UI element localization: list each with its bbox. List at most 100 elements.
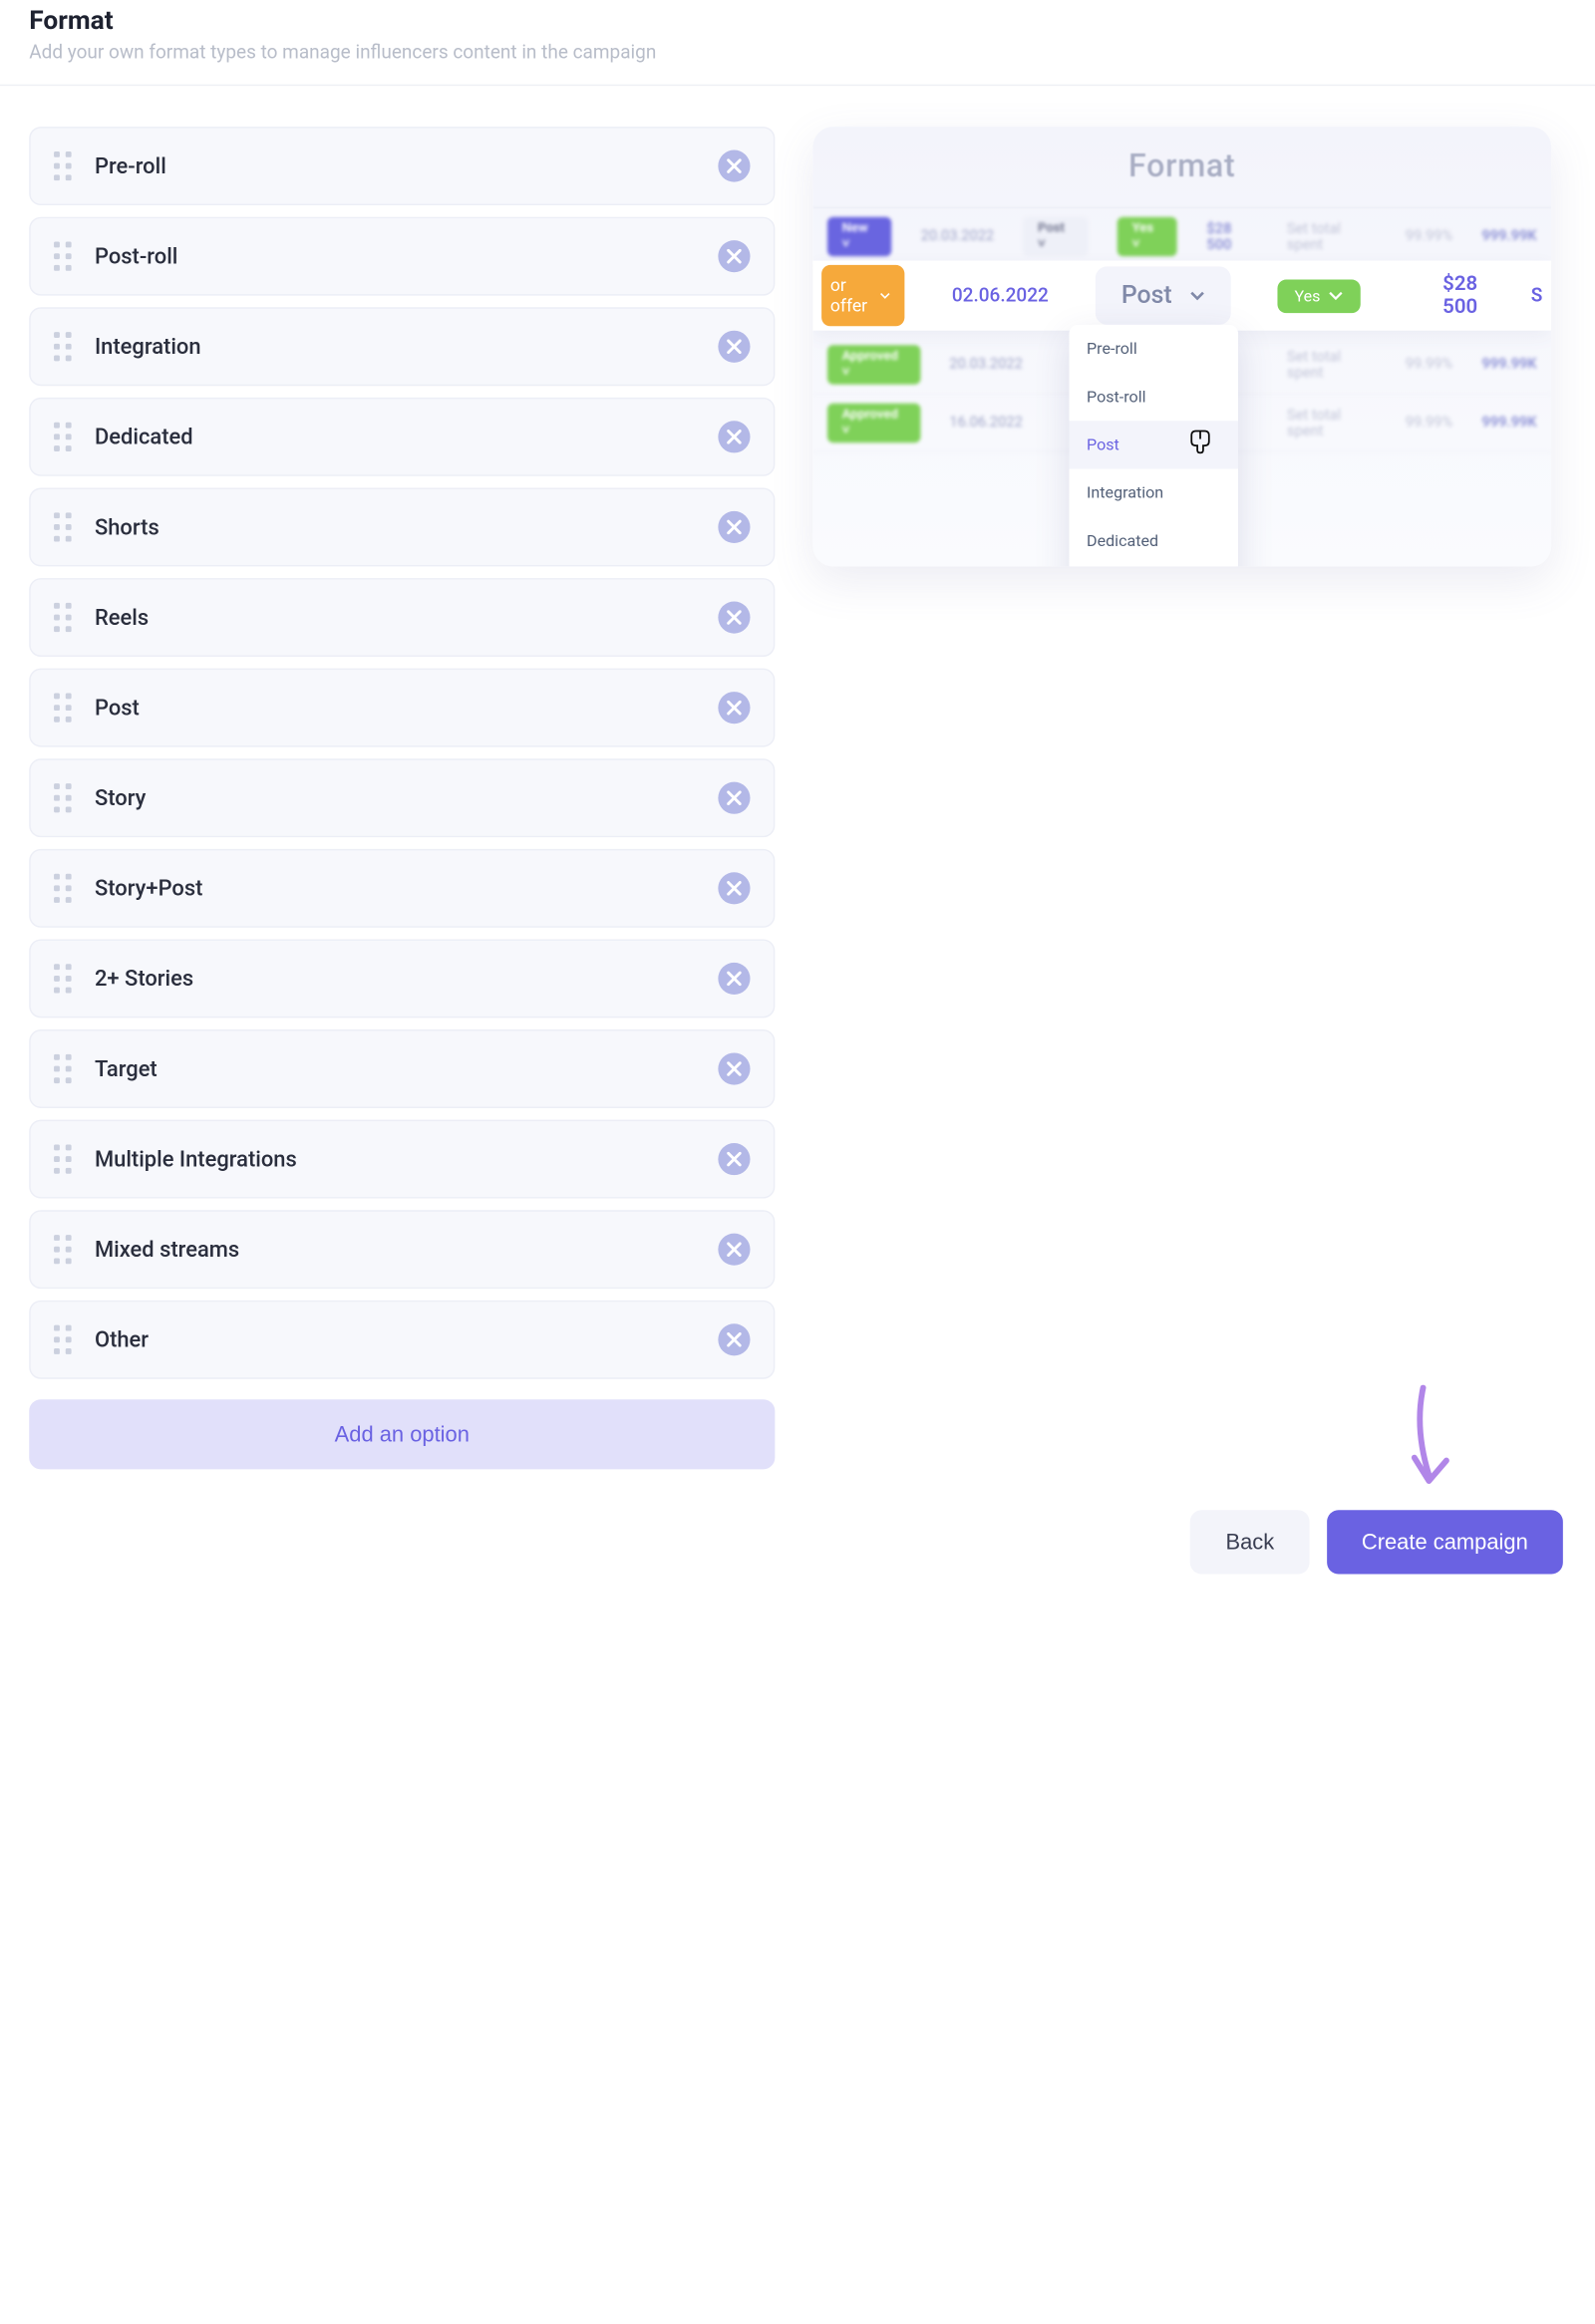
drag-handle-icon[interactable] [54, 694, 74, 723]
add-option-button[interactable]: Add an option [29, 1399, 775, 1469]
row-date: 16.06.2022 [949, 415, 1022, 431]
format-list: Pre-roll Post-roll Integration Dedicated Sho… [29, 127, 775, 1469]
dropdown-option[interactable]: Post [1070, 421, 1238, 468]
format-item-label: Post-roll [95, 243, 718, 269]
row-val: 999.99K [1481, 415, 1536, 431]
footer-actions: Back Create campaign [1190, 1510, 1562, 1574]
format-item-label: Integration [95, 334, 718, 360]
row-val: 999.99K [1481, 357, 1536, 373]
remove-icon[interactable] [718, 872, 750, 904]
format-item[interactable]: Multiple Integrations [29, 1120, 775, 1199]
row-spent: Set total spent [1287, 220, 1377, 252]
format-item-label: Story [95, 785, 718, 811]
drag-handle-icon[interactable] [54, 1235, 74, 1264]
format-item[interactable]: Post [29, 669, 775, 747]
format-item-label: Target [95, 1055, 718, 1081]
format-item-label: 2+ Stories [95, 966, 718, 992]
annotation-arrow-icon [1403, 1385, 1460, 1502]
format-item[interactable]: Story+Post [29, 849, 775, 928]
remove-icon[interactable] [718, 601, 750, 633]
remove-icon[interactable] [718, 421, 750, 452]
format-item[interactable]: Integration [29, 307, 775, 386]
format-item-label: Pre-roll [95, 152, 718, 178]
format-item[interactable]: Other [29, 1301, 775, 1379]
format-item[interactable]: Story [29, 758, 775, 837]
remove-icon[interactable] [718, 240, 750, 272]
remove-icon[interactable] [718, 782, 750, 814]
row-spent: Set total spent [1287, 407, 1376, 438]
format-item-label: Story+Post [95, 875, 718, 901]
format-item-label: Post [95, 695, 718, 721]
drag-handle-icon[interactable] [54, 332, 74, 361]
remove-icon[interactable] [718, 1323, 750, 1355]
focus-format-label: Post [1121, 281, 1172, 310]
format-item-label: Shorts [95, 514, 718, 540]
drag-handle-icon[interactable] [54, 242, 74, 271]
format-item[interactable]: Shorts [29, 487, 775, 566]
format-item[interactable]: 2+ Stories [29, 939, 775, 1017]
drag-handle-icon[interactable] [54, 874, 74, 903]
status-pill: New ˅ [827, 217, 892, 256]
preview-focus-row: or offer 02.06.2022 Post Yes $28 500 S [812, 261, 1551, 331]
format-item-label: Dedicated [95, 424, 718, 449]
drag-handle-icon[interactable] [54, 151, 74, 180]
create-campaign-button[interactable]: Create campaign [1327, 1510, 1563, 1574]
drag-handle-icon[interactable] [54, 1325, 74, 1354]
page-header: Format Add your own format types to mana… [0, 0, 1595, 86]
preview-blur-row: New ˅20.03.2022Post ˅Yes ˅$28 500Set tot… [812, 208, 1551, 266]
drag-handle-icon[interactable] [54, 964, 74, 993]
format-item[interactable]: Dedicated [29, 398, 775, 476]
remove-icon[interactable] [718, 1143, 750, 1175]
row-amount: $28 500 [1206, 220, 1257, 252]
row-pct: 99.99% [1406, 415, 1452, 431]
format-item[interactable]: Post-roll [29, 217, 775, 296]
format-dropdown-menu[interactable]: Pre-rollPost-rollPostIntegrationDedicate… [1070, 325, 1238, 567]
row-val: 999.99K [1481, 228, 1536, 244]
remove-icon[interactable] [718, 1052, 750, 1084]
page-title: Format [29, 6, 1566, 37]
row-pct: 99.99% [1406, 228, 1452, 244]
offer-pill: or offer [821, 265, 905, 326]
format-item[interactable]: Target [29, 1029, 775, 1108]
focus-extra: S [1531, 285, 1543, 307]
dropdown-option[interactable]: Dedicated [1070, 517, 1238, 565]
format-item[interactable]: Pre-roll [29, 127, 775, 205]
drag-handle-icon[interactable] [54, 423, 74, 451]
row-yes: Yes ˅ [1117, 217, 1177, 256]
remove-icon[interactable] [718, 1234, 750, 1266]
format-item[interactable]: Mixed streams [29, 1210, 775, 1289]
format-item-label: Mixed streams [95, 1237, 718, 1263]
status-pill: Approved ˅ [827, 404, 920, 442]
status-pill: Approved ˅ [827, 345, 920, 384]
drag-handle-icon[interactable] [54, 512, 74, 541]
focus-amount: $28 500 [1442, 272, 1484, 319]
focus-date: 02.06.2022 [952, 285, 1049, 307]
focus-format-dropdown[interactable]: Post [1096, 266, 1231, 324]
row-spent: Set total spent [1287, 349, 1376, 381]
remove-icon[interactable] [718, 511, 750, 543]
remove-icon[interactable] [718, 150, 750, 182]
preview-title: Format [812, 127, 1551, 208]
focus-yes-label: Yes [1294, 286, 1320, 305]
row-format: Post ˅ [1023, 217, 1088, 256]
remove-icon[interactable] [718, 331, 750, 363]
remove-icon[interactable] [718, 963, 750, 995]
drag-handle-icon[interactable] [54, 1054, 74, 1083]
format-item[interactable]: Reels [29, 578, 775, 657]
row-date: 20.03.2022 [949, 357, 1022, 373]
format-item-label: Reels [95, 604, 718, 630]
back-button[interactable]: Back [1190, 1510, 1309, 1574]
dropdown-option[interactable]: Shorts [1070, 565, 1238, 566]
dropdown-option[interactable]: Pre-roll [1070, 325, 1238, 373]
offer-label: or offer [830, 275, 871, 316]
drag-handle-icon[interactable] [54, 1144, 74, 1173]
drag-handle-icon[interactable] [54, 603, 74, 632]
dropdown-option[interactable]: Integration [1070, 469, 1238, 517]
focus-yes-pill: Yes [1277, 279, 1361, 313]
dropdown-option[interactable]: Post-roll [1070, 373, 1238, 421]
remove-icon[interactable] [718, 692, 750, 724]
drag-handle-icon[interactable] [54, 783, 74, 812]
format-item-label: Other [95, 1326, 718, 1352]
chevron-down-icon [1189, 288, 1204, 303]
page-subtitle: Add your own format types to manage infl… [29, 42, 1566, 64]
